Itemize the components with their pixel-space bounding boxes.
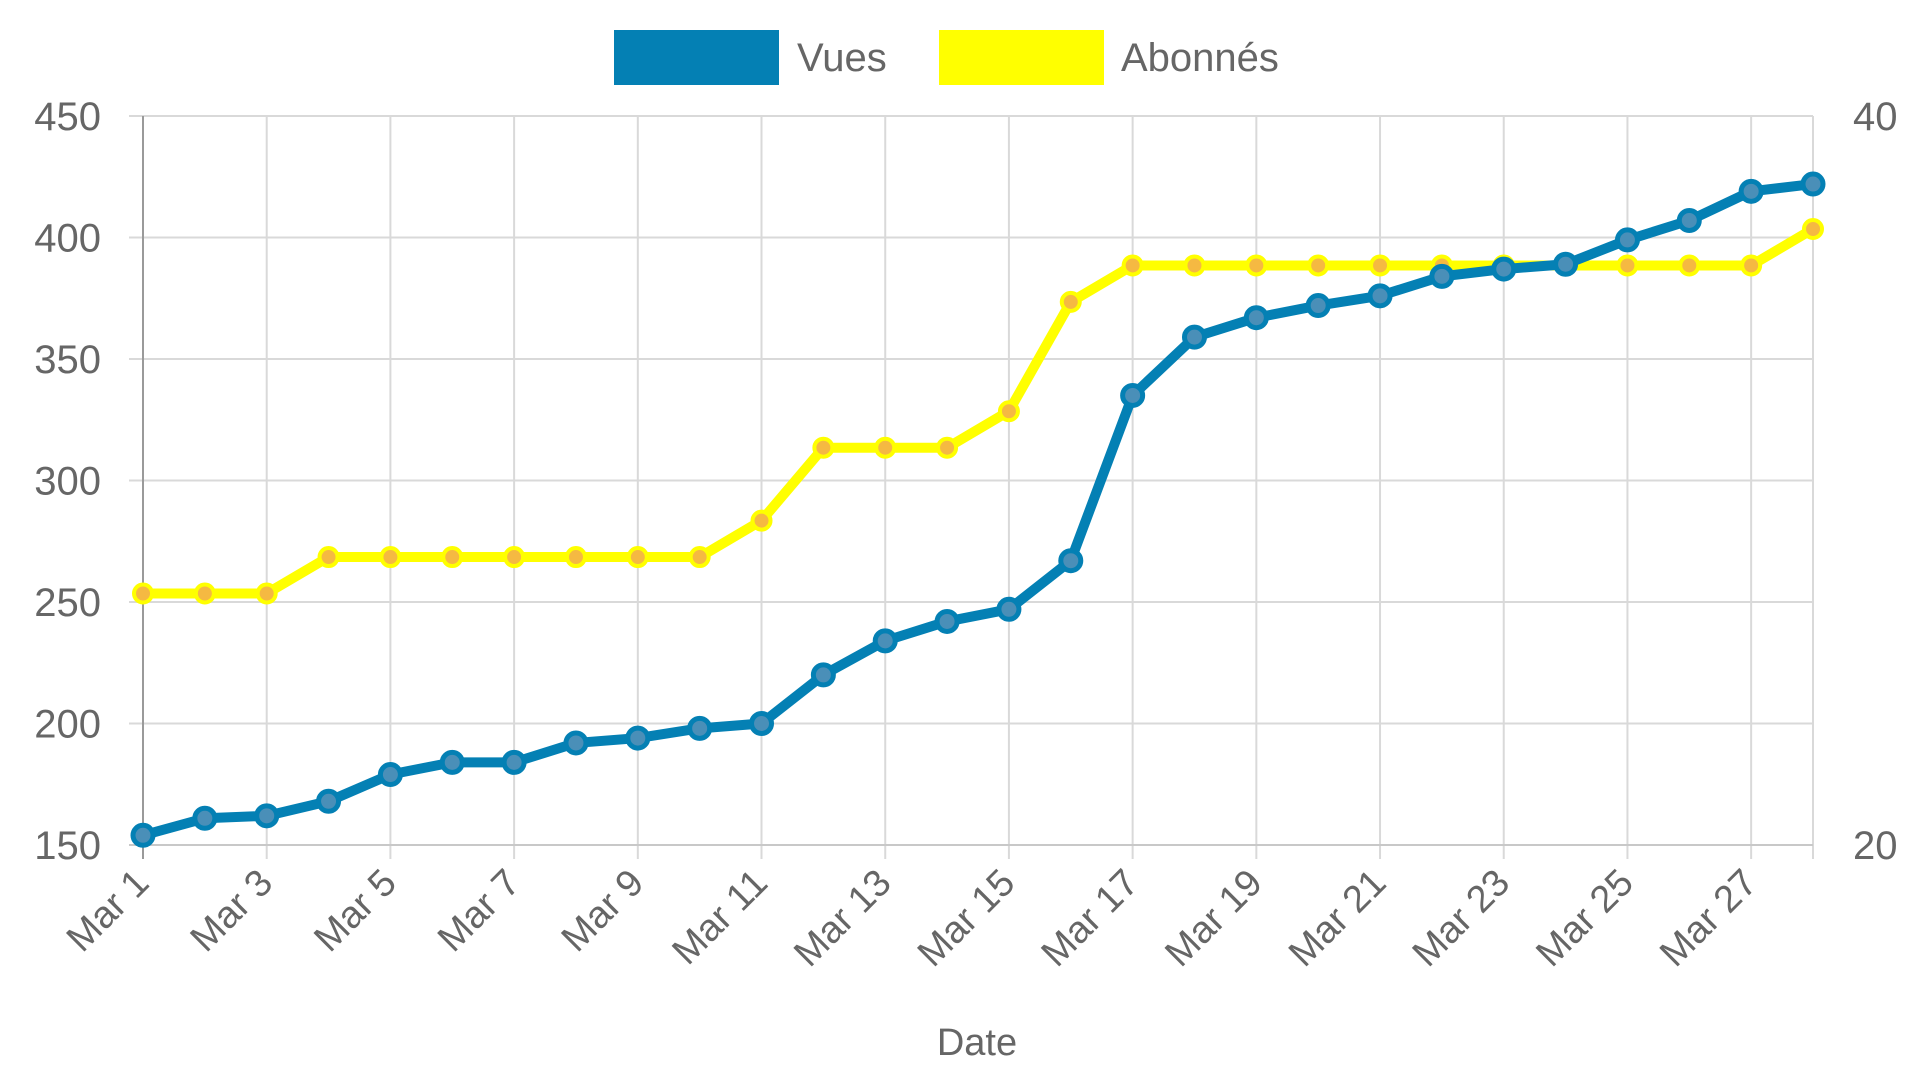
x-tick-label: Mar 27 <box>1652 862 1765 975</box>
data-point-vues <box>934 608 960 634</box>
data-point-abonnes <box>255 582 278 605</box>
data-point-vues <box>996 596 1022 622</box>
x-tick-label: Mar 5 <box>306 862 404 960</box>
data-point-vues <box>439 749 465 775</box>
data-point-vues <box>687 715 713 741</box>
grid-lines <box>129 115 1814 859</box>
data-point-abonnes <box>441 546 464 569</box>
data-point-vues <box>563 730 589 756</box>
data-point-vues <box>377 762 403 788</box>
y-left-tick-label: 400 <box>34 217 101 261</box>
data-point-vues <box>1367 283 1393 309</box>
data-point-vues <box>810 662 836 688</box>
data-point-abonnes <box>132 582 154 605</box>
tick-labels: 150 200 250 300 350 400 450 20 40 Mar 1 Mar 3 Mar 5… <box>34 95 1897 975</box>
legend[interactable]: Vues Abonnés <box>614 30 1279 85</box>
data-point-vues <box>1800 171 1826 197</box>
y-left-tick-label: 300 <box>34 460 101 504</box>
y-right-tick-label: 40 <box>1853 95 1898 139</box>
x-tick-label: Mar 7 <box>430 862 528 960</box>
data-point-vues <box>1120 382 1146 408</box>
data-point-vues <box>1676 207 1702 233</box>
legend-item-abonnes-swatch <box>939 30 1104 85</box>
x-tick-label: Mar 15 <box>910 862 1023 975</box>
data-point-abonnes <box>1802 217 1824 240</box>
legend-item-vues-swatch <box>614 30 779 85</box>
y-left-tick-label: 350 <box>34 338 101 382</box>
data-point-abonnes <box>1616 254 1639 277</box>
data-point-vues <box>192 805 218 831</box>
x-tick-label: Mar 23 <box>1405 862 1518 975</box>
data-point-abonnes <box>750 509 773 532</box>
data-point-abonnes <box>1183 254 1206 277</box>
data-point-abonnes <box>379 546 402 569</box>
data-point-vues <box>501 749 527 775</box>
x-axis-title: Date <box>937 1022 1017 1064</box>
x-tick-label: Mar 3 <box>183 862 281 960</box>
data-point-vues <box>1738 178 1764 204</box>
axes <box>129 116 1813 859</box>
data-point-abonnes <box>1678 254 1701 277</box>
data-point-abonnes <box>812 436 835 459</box>
x-tick-label: Mar 9 <box>554 862 652 960</box>
data-point-vues <box>625 725 651 751</box>
x-tick-label: Mar 19 <box>1157 862 1270 975</box>
data-point-vues <box>872 628 898 654</box>
data-point-vues <box>1429 263 1455 289</box>
data-point-vues <box>1553 251 1579 277</box>
x-tick-label: Mar 1 <box>59 862 157 960</box>
legend-item-abonnes-label: Abonnés <box>1121 36 1279 80</box>
y-left-tick-label: 200 <box>34 703 101 747</box>
series-lines <box>130 171 1826 848</box>
x-tick-label: Mar 17 <box>1034 862 1147 975</box>
data-point-abonnes <box>997 400 1020 423</box>
data-point-vues <box>1181 324 1207 350</box>
data-point-abonnes <box>1369 254 1392 277</box>
legend-item-vues-label: Vues <box>797 36 887 80</box>
series-line-abonnes <box>138 223 1818 599</box>
data-point-vues <box>316 788 342 814</box>
data-point-vues <box>1491 256 1517 282</box>
data-point-abonnes <box>688 546 711 569</box>
data-point-vues <box>1058 548 1084 574</box>
data-point-vues <box>254 803 280 829</box>
series-line-vues <box>138 179 1818 841</box>
data-point-abonnes <box>564 546 587 569</box>
data-point-abonnes <box>1121 254 1144 277</box>
data-point-abonnes <box>1245 254 1268 277</box>
data-point-vues <box>1243 305 1269 331</box>
data-point-abonnes <box>193 582 216 605</box>
x-tick-label: Mar 11 <box>665 862 776 973</box>
data-point-abonnes <box>503 546 526 569</box>
data-point-vues <box>1614 227 1640 253</box>
data-point-abonnes <box>1059 290 1082 313</box>
data-point-abonnes <box>1307 254 1330 277</box>
data-point-abonnes <box>874 436 897 459</box>
y-left-tick-label: 150 <box>34 824 101 868</box>
data-point-vues <box>749 711 775 736</box>
data-point-abonnes <box>1740 254 1763 277</box>
data-point-abonnes <box>936 436 959 459</box>
y-left-tick-label: 250 <box>34 581 101 625</box>
data-point-vues <box>130 822 156 848</box>
data-point-abonnes <box>626 546 649 569</box>
x-tick-label: Mar 25 <box>1528 862 1641 975</box>
x-tick-label: Mar 21 <box>1281 862 1394 975</box>
y-right-tick-label: 20 <box>1853 824 1898 868</box>
data-point-abonnes <box>317 546 340 569</box>
x-tick-label: Mar 13 <box>786 862 899 975</box>
y-left-tick-label: 450 <box>34 95 101 139</box>
data-point-vues <box>1305 293 1331 319</box>
